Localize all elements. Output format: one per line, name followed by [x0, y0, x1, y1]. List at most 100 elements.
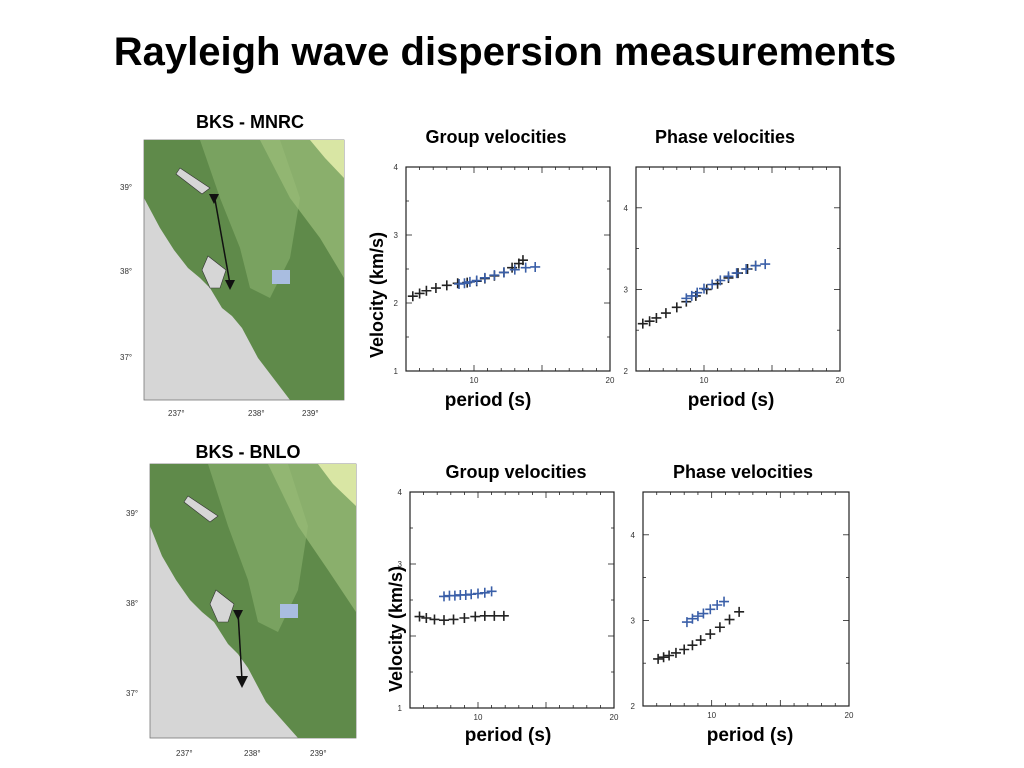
lon-label: 239° [302, 409, 319, 418]
plot-frame [409, 491, 615, 709]
panel-title-mnrc-group: Group velocities [425, 127, 567, 147]
y-tick-label: 2 [398, 632, 403, 641]
data-point [489, 270, 500, 281]
lat-label: 38° [126, 599, 138, 608]
data-point [734, 606, 745, 617]
data-point [723, 271, 734, 282]
data-point [459, 613, 470, 623]
plot-frame [405, 166, 611, 372]
data-point [498, 267, 509, 278]
data-point [687, 640, 698, 651]
panel-title-bnlo-phase: Phase velocities [672, 462, 814, 482]
data-point [760, 259, 771, 270]
x-tick-label: 10 [707, 711, 716, 720]
x-tick-label: 10 [470, 376, 479, 385]
data-point [414, 288, 425, 299]
data-point [681, 293, 692, 304]
y-tick-label: 2 [631, 702, 636, 711]
map-title-bnlo: BKS - BNLO [195, 442, 301, 462]
data-point [464, 276, 475, 287]
ylabel-bnlo: Velocity (km/s) [386, 565, 406, 692]
plot-frame [642, 491, 850, 707]
data-point [686, 290, 697, 301]
data-point [670, 647, 681, 658]
data-point [707, 279, 718, 290]
lon-label: 237° [168, 409, 185, 418]
lat-label: 39° [126, 509, 138, 518]
data-point [459, 278, 470, 289]
data-point [520, 262, 531, 273]
data-point [692, 287, 703, 298]
data-point [479, 272, 490, 283]
data-point [414, 611, 425, 622]
data-point [750, 260, 761, 271]
lon-label: 238° [248, 409, 265, 418]
data-point [712, 599, 723, 610]
series-0 [414, 610, 509, 626]
lon-label: 239° [310, 749, 327, 758]
ylabel-mnrc: Velocity (km/s) [367, 231, 387, 358]
series-0 [407, 255, 528, 302]
lat-label: 37° [120, 353, 132, 362]
series-0 [637, 260, 761, 329]
y-tick-label: 1 [398, 704, 403, 713]
chart-bnlo-phase: 10 20 2 3 4 [631, 491, 854, 720]
xlabel-bnlo-group: period (s) [464, 725, 552, 746]
x-tick-label: 10 [474, 713, 483, 722]
x-tick-label: 20 [845, 711, 854, 720]
y-tick-label: 4 [394, 163, 399, 172]
data-point [498, 610, 509, 621]
data-point [479, 587, 490, 598]
x-tick-label: 20 [606, 376, 615, 385]
data-point [429, 614, 440, 625]
data-point [660, 308, 671, 319]
lon-label: 237° [176, 749, 193, 758]
panel-title-bnlo-group: Group velocities [445, 462, 587, 482]
data-point [681, 617, 692, 628]
data-point [517, 255, 528, 266]
map-title-mnrc: BKS - MNRC [196, 112, 304, 132]
data-point [530, 261, 541, 272]
series-1 [454, 261, 541, 289]
y-tick-label: 2 [624, 367, 629, 376]
data-point [699, 283, 709, 294]
data-point [687, 613, 698, 624]
map-mnrc-lon-labels: 237° 238° 239° [168, 409, 319, 418]
data-point [644, 316, 655, 327]
y-tick-label: 1 [394, 367, 399, 376]
data-point [705, 629, 716, 640]
data-point [664, 650, 675, 661]
y-tick-label: 3 [398, 560, 403, 569]
data-point [637, 318, 648, 329]
data-point [407, 291, 418, 302]
xlabel-bnlo-phase: period (s) [706, 725, 794, 746]
y-tick-label: 3 [394, 231, 399, 240]
y-tick-label: 4 [631, 531, 636, 540]
data-point [489, 610, 500, 621]
plot-frame [635, 166, 841, 372]
map-bnlo-lat-labels: 39° 38° 37° [126, 509, 138, 698]
data-point [653, 653, 664, 664]
data-point [715, 275, 726, 286]
xlabel-mnrc-group: period (s) [444, 390, 532, 411]
data-point [448, 614, 459, 625]
data-point [509, 264, 520, 275]
y-tick-label: 3 [631, 616, 636, 625]
data-point [471, 275, 482, 286]
x-tick-label: 20 [610, 713, 619, 722]
x-tick-label: 20 [836, 376, 845, 385]
data-point [741, 264, 752, 274]
y-tick-label: 2 [394, 299, 399, 308]
series-1 [681, 596, 730, 628]
x-tick-label: 10 [700, 376, 709, 385]
y-tick-label: 3 [624, 285, 629, 294]
lat-label: 38° [120, 267, 132, 276]
data-point [724, 614, 735, 625]
xlabel-mnrc-phase: period (s) [687, 390, 775, 411]
data-point [692, 611, 703, 622]
map-bnlo-lon-labels: 237° 238° 239° [176, 749, 327, 758]
data-point [430, 283, 441, 294]
panel-title-mnrc-phase: Phase velocities [654, 127, 796, 147]
data-point [658, 652, 669, 663]
y-tick-label: 4 [624, 204, 629, 213]
